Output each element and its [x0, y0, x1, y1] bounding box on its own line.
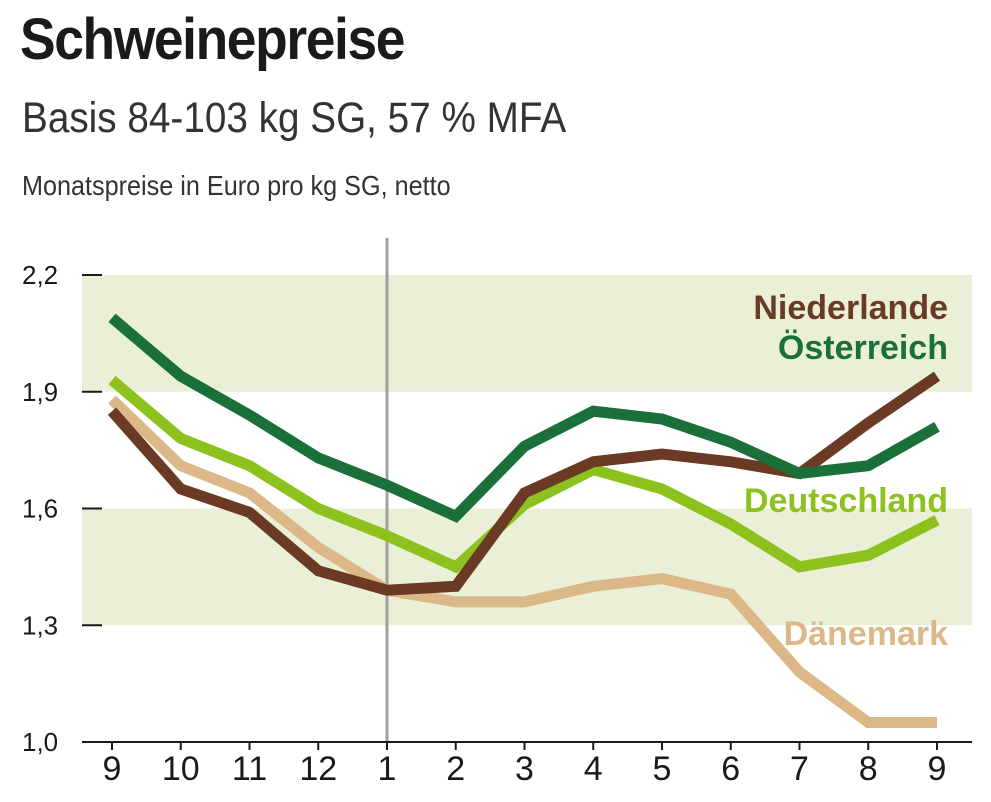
series-label: Dänemark [784, 615, 949, 653]
y-tick-label: 1,9 [22, 377, 58, 407]
x-tick-label: 10 [162, 750, 200, 788]
unit-note: Monatspreise in Euro pro kg SG, netto [22, 170, 451, 201]
series-line-1 [108, 375, 940, 574]
x-tick-label: 12 [299, 750, 337, 788]
chart-subtitle: Basis 84-103 kg SG, 57 % MFA [22, 94, 567, 142]
series-line-3 [108, 313, 940, 523]
x-tick-label: 5 [653, 750, 672, 788]
x-tick-label: 6 [721, 750, 740, 788]
series-label: Deutschland [744, 482, 948, 520]
x-tick-label: 9 [928, 750, 947, 788]
band-0 [82, 275, 972, 392]
x-tick-label: 2 [446, 750, 465, 788]
y-tick-label: 1,3 [22, 610, 58, 640]
x-tick-label: 11 [232, 750, 267, 788]
x-tick-label: 4 [584, 750, 603, 788]
y-tick-label: 2,2 [22, 260, 58, 290]
x-tick-label: 3 [515, 750, 534, 788]
series-line-0 [108, 395, 937, 728]
series-label: Niederlande [753, 289, 948, 327]
x-tick-label: 8 [859, 750, 878, 788]
x-tick-label: 9 [103, 750, 122, 788]
axes: 2,21,91,61,31,09 10 11 12 1 2 3 4 5 6 7 8 9 [22, 260, 972, 788]
x-tick-label: 1 [378, 750, 397, 788]
y-tick-label: 1,6 [22, 494, 58, 524]
series-label: Österreich [778, 329, 948, 367]
band-1 [82, 508, 972, 626]
chart-title: Schweinepreise [20, 7, 405, 72]
x-tick-label: 7 [790, 750, 809, 788]
y-tick-label: 1,0 [22, 727, 58, 757]
series-lines [107, 313, 941, 728]
